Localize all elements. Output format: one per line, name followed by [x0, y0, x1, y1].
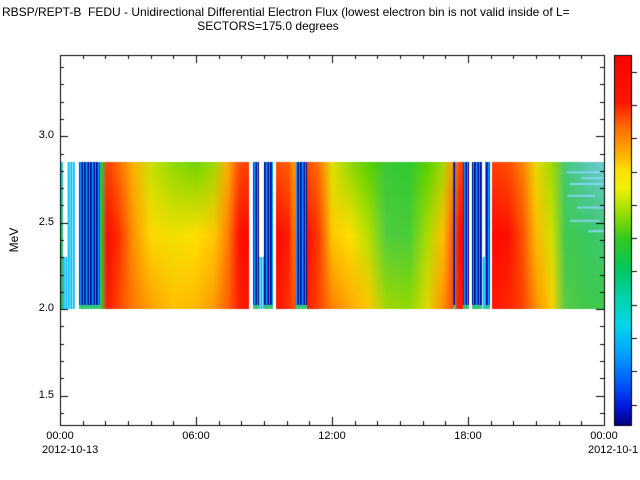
y-tick-label: 2.5: [38, 216, 54, 228]
x-tick-label: 06:00: [182, 430, 210, 442]
plot-title: RBSP/REPT-B FEDU - Unidirectional Differ…: [2, 5, 570, 19]
x-tick-label: 18:00: [454, 430, 482, 442]
y-axis-label: MeV: [7, 227, 21, 253]
plot-subtitle: SECTORS=175.0 degrees: [197, 19, 339, 33]
x-axis-date-left: 2012-10-13: [42, 444, 99, 456]
x-tick-label: 12:00: [318, 430, 346, 442]
x-tick-label: 00:00: [590, 430, 618, 442]
y-tick-label: 1.5: [38, 389, 54, 401]
y-tick-label: 3.0: [38, 129, 54, 141]
y-tick-label: 2.0: [38, 302, 54, 314]
x-axis-date-right: 2012-10-1: [588, 444, 639, 456]
x-tick-label: 00:00: [46, 430, 74, 442]
